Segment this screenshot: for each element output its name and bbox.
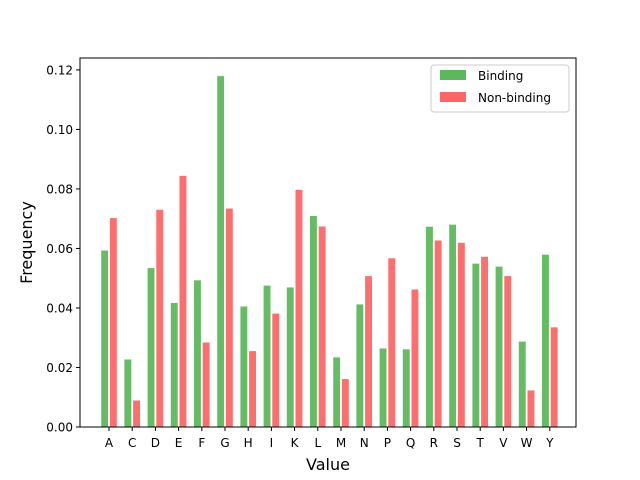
bar-non-binding-M bbox=[341, 378, 350, 428]
bar-non-binding-P bbox=[387, 257, 396, 428]
bar-non-binding-V bbox=[503, 275, 512, 428]
bar-binding-A bbox=[100, 249, 109, 428]
bar-non-binding-Y bbox=[550, 326, 559, 428]
x-tick-label-S: S bbox=[453, 436, 461, 450]
x-axis-label: Value bbox=[306, 455, 350, 474]
x-tick-label-F: F bbox=[198, 436, 205, 450]
bar-binding-F bbox=[193, 279, 202, 428]
y-tick-label-0.08: 0.08 bbox=[46, 182, 73, 196]
bar-binding-D bbox=[147, 267, 156, 428]
bar-non-binding-T bbox=[480, 256, 489, 428]
x-tick-label-C: C bbox=[128, 436, 136, 450]
bar-non-binding-G bbox=[225, 207, 234, 428]
x-tick-label-E: E bbox=[175, 436, 183, 450]
x-tick-label-K: K bbox=[291, 436, 300, 450]
bar-binding-I bbox=[262, 285, 272, 428]
bar-non-binding-A bbox=[109, 217, 118, 428]
legend-swatch-binding bbox=[440, 70, 466, 80]
legend: Binding Non-binding bbox=[430, 64, 570, 113]
bar-non-binding-K bbox=[294, 189, 304, 428]
bar-binding-T bbox=[471, 263, 480, 428]
x-tick-label-Q: Q bbox=[406, 436, 415, 450]
y-axis-ticks: 0.00 0.02 0.04 0.06 0.08 0.10 0.12 bbox=[46, 63, 80, 435]
x-tick-label-L: L bbox=[314, 436, 321, 450]
bar-non-binding-F bbox=[202, 341, 211, 428]
bar-non-binding-N bbox=[364, 275, 373, 428]
x-tick-label-D: D bbox=[151, 436, 160, 450]
legend-label-binding: Binding bbox=[478, 69, 523, 83]
bar-binding-K bbox=[286, 286, 295, 428]
x-tick-label-P: P bbox=[384, 436, 391, 450]
bar-non-binding-Q bbox=[410, 288, 420, 428]
legend-label-non-binding: Non-binding bbox=[478, 91, 551, 105]
bar-binding-Y bbox=[541, 254, 550, 428]
y-tick-label-0.12: 0.12 bbox=[46, 63, 73, 77]
y-tick-label-0.04: 0.04 bbox=[46, 301, 73, 315]
x-tick-label-W: W bbox=[521, 436, 533, 450]
x-tick-label-H: H bbox=[244, 436, 253, 450]
bar-binding-P bbox=[378, 347, 388, 428]
x-tick-label-R: R bbox=[430, 436, 438, 450]
bar-binding-V bbox=[494, 266, 504, 428]
bar-binding-L bbox=[309, 215, 318, 428]
x-tick-label-V: V bbox=[499, 436, 508, 450]
bar-binding-G bbox=[216, 75, 225, 428]
x-tick-label-A: A bbox=[105, 436, 114, 450]
bar-binding-M bbox=[332, 356, 341, 428]
bar-non-binding-S bbox=[457, 242, 466, 428]
bar-non-binding-L bbox=[318, 225, 327, 428]
bar-non-binding-C bbox=[132, 399, 141, 428]
bar-non-binding-I bbox=[271, 313, 280, 428]
x-tick-label-M: M bbox=[336, 436, 346, 450]
y-tick-label-0.00: 0.00 bbox=[46, 421, 73, 435]
bar-non-binding-H bbox=[248, 350, 257, 428]
x-tick-label-N: N bbox=[360, 436, 369, 450]
y-tick-label-0.02: 0.02 bbox=[46, 361, 73, 375]
bar-binding-H bbox=[239, 305, 248, 428]
x-tick-label-I: I bbox=[270, 436, 274, 450]
bar-binding-S bbox=[448, 224, 457, 428]
legend-swatch-non-binding bbox=[440, 92, 466, 102]
bar-binding-R bbox=[425, 226, 434, 428]
bar-binding-C bbox=[123, 358, 132, 428]
bar-binding-Q bbox=[402, 348, 411, 428]
bar-binding-W bbox=[518, 340, 527, 428]
x-tick-label-Y: Y bbox=[545, 436, 554, 450]
x-tick-label-T: T bbox=[476, 436, 485, 450]
y-axis-label: Frequency bbox=[17, 201, 36, 284]
bar-non-binding-D bbox=[155, 209, 164, 428]
bar-binding-N bbox=[355, 303, 364, 428]
bar-binding-E bbox=[170, 302, 179, 428]
y-tick-label-0.10: 0.10 bbox=[46, 123, 73, 137]
x-tick-label-G: G bbox=[220, 436, 229, 450]
y-tick-label-0.06: 0.06 bbox=[46, 242, 73, 256]
bar-non-binding-E bbox=[178, 175, 187, 428]
bar-non-binding-R bbox=[434, 239, 443, 428]
bar-non-binding-W bbox=[526, 389, 536, 428]
plot-frame bbox=[79, 57, 577, 428]
